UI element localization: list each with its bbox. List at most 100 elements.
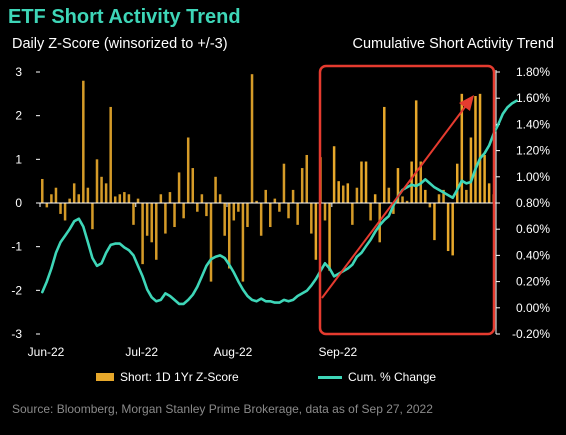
left-axis-title: Daily Z-Score (winsorized to +/-3) xyxy=(12,36,228,52)
zscore-bar xyxy=(396,168,400,203)
zscore-bar xyxy=(82,80,85,203)
right-axis-tick-label: 0.80% xyxy=(516,196,550,210)
zscore-bar xyxy=(145,203,149,236)
left-axis-tick-label: 3 xyxy=(15,65,22,79)
chart-title: ETF Short Activity Trend xyxy=(8,6,241,28)
zscore-bar xyxy=(177,172,181,203)
zscore-bar xyxy=(433,203,436,241)
left-axis-tick-label: 0 xyxy=(15,196,22,210)
zscore-bar xyxy=(478,93,482,203)
zscore-bar xyxy=(474,96,477,203)
right-axis-tick-label: 1.00% xyxy=(516,170,550,184)
zscore-bar xyxy=(469,137,473,203)
left-axis-tick-label: -1 xyxy=(11,240,22,254)
zscore-bar xyxy=(282,163,286,203)
zscore-bar xyxy=(196,203,199,212)
x-axis-tick-label: Aug-22 xyxy=(214,345,253,359)
right-axis-tick-label: 0.60% xyxy=(516,222,550,236)
zscore-bar xyxy=(451,203,454,256)
zscore-bar xyxy=(104,183,108,203)
zscore-bar xyxy=(424,189,427,203)
x-axis-tick-label: Jun-22 xyxy=(28,345,65,359)
zscore-bar xyxy=(341,185,345,203)
zscore-bar xyxy=(346,183,350,203)
zscore-bar xyxy=(255,200,258,203)
zscore-bar xyxy=(214,176,217,203)
zscore-bar xyxy=(273,198,277,203)
zscore-bar xyxy=(296,203,299,225)
zscore-bar xyxy=(259,203,263,236)
zscore-bar xyxy=(218,194,222,203)
highlight-box xyxy=(318,64,496,336)
right-axis-tick-label: 1.20% xyxy=(516,144,550,158)
zscore-bar xyxy=(45,203,49,208)
zscore-bar xyxy=(155,203,158,260)
zscore-bar xyxy=(227,203,231,269)
zscore-bar xyxy=(113,196,117,203)
chart-legend: Short: 1D 1Yr Z-Score Cum. % Change xyxy=(0,370,566,390)
zscore-bar xyxy=(159,194,163,203)
zscore-bar xyxy=(59,203,62,214)
zscore-bar xyxy=(168,192,172,203)
zscore-bar xyxy=(328,203,331,271)
zscore-bar xyxy=(77,194,81,203)
zscore-bar xyxy=(310,203,313,234)
trend-arrow-shaft xyxy=(321,102,469,299)
zscore-bar xyxy=(250,74,254,203)
zscore-bar xyxy=(414,100,418,203)
zscore-bar xyxy=(246,203,249,228)
zscore-bar xyxy=(323,203,327,221)
zscore-bar xyxy=(200,194,204,203)
zscore-bar xyxy=(351,203,354,225)
zscore-bar xyxy=(360,161,363,203)
zscore-bar xyxy=(237,203,240,212)
zscore-bar xyxy=(314,203,318,260)
zscore-bar xyxy=(355,187,359,203)
chart-plot: -3 -2 -1 0 1 2 3 -0.20% 0.00% 0.20% 0.40% 0.60% 0.80… xyxy=(11,64,550,359)
zscore-bar xyxy=(63,203,67,221)
left-axis-tick-label: -2 xyxy=(11,283,22,297)
zscore-bar xyxy=(337,181,340,203)
zscore-bar xyxy=(264,189,267,203)
zscore-bar xyxy=(141,203,144,265)
zscore-bar xyxy=(95,159,99,203)
trend-arrow-head xyxy=(459,95,474,111)
zscore-bar xyxy=(383,106,386,203)
zscore-bar xyxy=(465,189,468,203)
zscore-bar xyxy=(132,203,135,225)
legend-item-cumulative: Cum. % Change xyxy=(318,370,436,384)
zscore-bar xyxy=(428,203,432,208)
zscore-bar xyxy=(460,93,464,203)
zscore-bar xyxy=(291,189,295,203)
zscore-bar xyxy=(41,178,44,203)
x-axis-tick-label: Sep-22 xyxy=(318,345,357,359)
zscore-bar xyxy=(100,176,103,203)
zscore-bar xyxy=(455,163,459,203)
cumulative-change-line xyxy=(40,99,518,306)
legend-label-cumulative: Cum. % Change xyxy=(348,370,437,384)
zscore-bar xyxy=(173,203,176,228)
zscore-bar xyxy=(332,146,336,203)
legend-line-swatch xyxy=(318,375,342,379)
zscore-bar xyxy=(378,203,381,243)
left-axis-tick-label: -3 xyxy=(11,327,22,341)
zscore-bar xyxy=(487,183,491,203)
left-axis-tick-label: 1 xyxy=(15,152,22,166)
zscore-bar xyxy=(68,198,71,203)
zscore-bar xyxy=(72,183,76,203)
zscore-bar xyxy=(209,203,213,282)
zscore-bar xyxy=(223,203,226,236)
legend-label-zscore: Short: 1D 1Yr Z-Score xyxy=(120,370,239,384)
zscore-bar xyxy=(405,200,409,203)
zscore-bar xyxy=(50,194,53,203)
zscore-bar xyxy=(401,196,404,203)
right-axis-tick-label: 1.40% xyxy=(516,117,550,131)
zscore-bar xyxy=(364,161,368,203)
zscore-bar xyxy=(118,194,122,203)
zscore-bar xyxy=(191,168,195,203)
zscore-bar xyxy=(269,203,272,228)
zscore-bar xyxy=(123,192,126,203)
right-axis-tick-label: 1.80% xyxy=(516,65,550,79)
zscore-bar xyxy=(287,203,290,219)
